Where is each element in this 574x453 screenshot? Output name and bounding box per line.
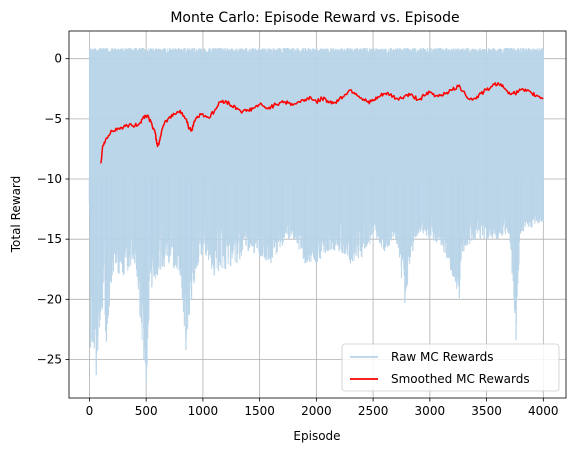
x-tick-label: 4000 (528, 404, 559, 418)
y-tick-label: −15 (37, 232, 62, 246)
y-tick-label: 0 (54, 52, 62, 66)
y-axis-label: Total Reward (9, 176, 23, 254)
legend-label-raw: Raw MC Rewards (391, 350, 494, 364)
x-tick-label: 500 (135, 404, 158, 418)
y-tick-label: −5 (44, 112, 62, 126)
x-tick-label: 3000 (415, 404, 446, 418)
plot-area (88, 47, 544, 383)
legend-box (341, 343, 560, 392)
y-tick-label: −25 (37, 352, 62, 366)
plot-frame (68, 30, 567, 399)
y-axis: 0 −5 −10 −15 −20 −25 (37, 52, 69, 366)
x-tick-label: 0 (86, 404, 94, 418)
x-axis-label: Episode (293, 429, 340, 443)
raw-mc-rewards-line (88, 47, 544, 371)
y-tick-label: −20 (37, 292, 62, 306)
x-axis: 0 500 1000 1500 2000 2500 3000 3500 4000 (86, 398, 559, 418)
legend: Raw MC Rewards Smoothed MC Rewards (341, 343, 560, 392)
chart-title: Monte Carlo: Episode Reward vs. Episode (170, 10, 459, 26)
y-tick-label: −10 (37, 172, 62, 186)
x-tick-label: 2000 (301, 404, 332, 418)
x-tick-label: 1000 (188, 404, 219, 418)
smoothed-mc-rewards-line (100, 81, 544, 164)
x-tick-label: 2500 (358, 404, 389, 418)
legend-label-smoothed: Smoothed MC Rewards (391, 372, 530, 386)
x-tick-label: 3500 (471, 404, 502, 418)
x-tick-label: 1500 (244, 404, 275, 418)
